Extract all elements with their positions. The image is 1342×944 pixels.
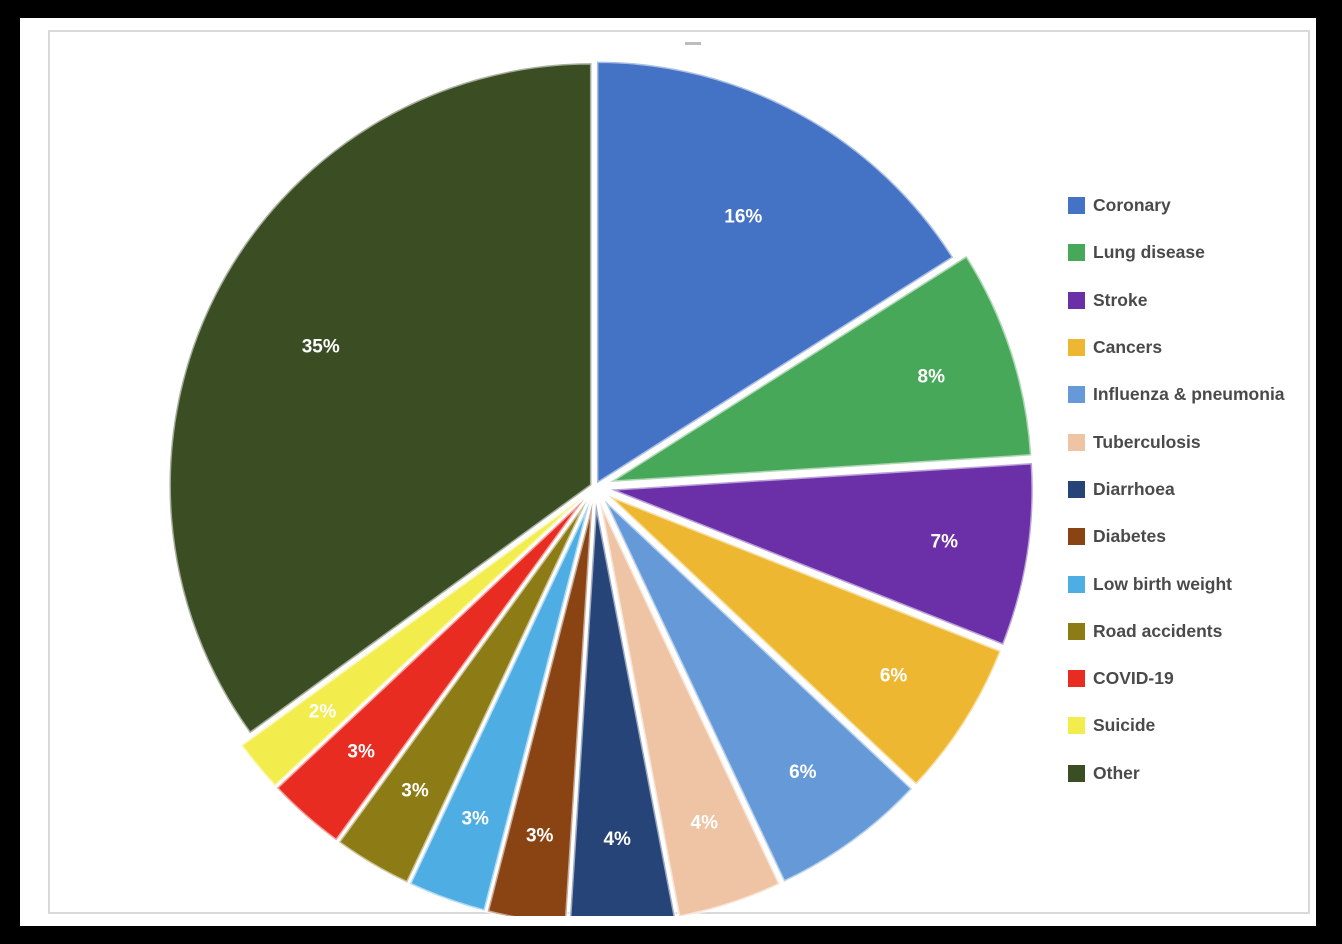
pie-slice-data-label: 6% — [880, 665, 908, 686]
legend-item[interactable]: Suicide — [1068, 702, 1338, 749]
legend-item-label: Diarrhoea — [1093, 478, 1175, 499]
pie-slice[interactable] — [607, 494, 1003, 787]
pie-slice[interactable] — [485, 502, 594, 916]
legend-item-label: Cancers — [1093, 337, 1163, 358]
pie-slice-data-label: 16% — [724, 206, 762, 227]
legend-item-label: Other — [1093, 762, 1140, 783]
legend-item-label: Influenza & pneumonia — [1093, 384, 1285, 405]
legend-item-label: Diabetes — [1093, 526, 1166, 547]
pie-slice-data-label: 35% — [302, 336, 340, 357]
legend-color-swatch-icon — [1068, 291, 1085, 309]
legend-color-swatch-icon — [1068, 339, 1085, 357]
legend-item[interactable]: Other — [1068, 750, 1338, 797]
legend-item[interactable]: Coronary — [1068, 182, 1338, 229]
legend-item-label: Road accidents — [1093, 620, 1223, 641]
legend-color-swatch-icon — [1068, 670, 1085, 688]
legend-color-swatch-icon — [1068, 480, 1085, 498]
pie-slice-data-label: 3% — [526, 825, 554, 846]
legend-color-swatch-icon — [1068, 433, 1085, 451]
legend-item[interactable]: Road accidents — [1068, 608, 1338, 655]
selection-handle-top[interactable] — [685, 42, 701, 45]
pie-slice-data-label: 4% — [603, 829, 631, 850]
selection-handle-marker[interactable] — [1316, 876, 1322, 938]
legend-color-swatch-icon — [1068, 528, 1085, 546]
pie-slice[interactable] — [610, 461, 1035, 647]
legend-item-label: Coronary — [1093, 195, 1171, 216]
legend-item-label: Tuberculosis — [1093, 431, 1201, 452]
pie-slice-data-label: 3% — [347, 741, 375, 762]
pie-slice[interactable] — [274, 497, 586, 843]
pie-slice-data-label: 4% — [691, 812, 719, 833]
pie-slice[interactable] — [167, 61, 593, 736]
pie-slice-data-label: 8% — [918, 367, 946, 388]
legend-color-swatch-icon — [1068, 622, 1085, 640]
pie-slice[interactable] — [239, 495, 584, 789]
legend-item-label: COVID-19 — [1093, 668, 1174, 689]
chart-object-frame[interactable]: 16% 8% 7% 6% 6% 4% 4% 3% 3% 3% 3% 2% 35% Coronary Lun… — [48, 30, 1339, 925]
legend-item[interactable]: Cancers — [1068, 324, 1338, 371]
chart-legend[interactable]: Coronary Lung disease Stroke Cancers Influen… — [1068, 182, 1338, 797]
legend-item[interactable]: Diarrhoea — [1068, 466, 1338, 513]
pie-slice-data-label: 3% — [461, 809, 489, 830]
legend-item[interactable]: Influenza & pneumonia — [1068, 371, 1338, 418]
legend-item[interactable]: Diabetes — [1068, 513, 1338, 560]
pie-slice[interactable] — [609, 253, 1033, 484]
legend-item[interactable]: COVID-19 — [1068, 655, 1338, 702]
pie-slice[interactable] — [407, 501, 592, 913]
legend-item[interactable]: Tuberculosis — [1068, 418, 1338, 465]
pie-slice-data-label: 6% — [789, 762, 817, 783]
pie-slice[interactable] — [598, 501, 782, 916]
pie-chart-plot-area[interactable]: 16% 8% 7% 6% 6% 4% 4% 3% 3% 3% 3% 2% 35% — [50, 32, 1060, 940]
legend-item-label: Suicide — [1093, 715, 1156, 736]
pie-slice[interactable] — [568, 502, 677, 916]
legend-color-swatch-icon — [1068, 764, 1085, 782]
legend-item[interactable]: Lung disease — [1068, 229, 1338, 276]
pie-slice-data-label: 2% — [309, 701, 337, 722]
pie-slice-data-label: 3% — [401, 780, 429, 801]
legend-color-swatch-icon — [1068, 386, 1085, 404]
selection-handle-right[interactable] — [1336, 388, 1339, 398]
legend-item-label: Lung disease — [1093, 242, 1205, 263]
pie-chart-svg[interactable]: 16% 8% 7% 6% 6% 4% 4% 3% 3% 3% 3% 2% 35% — [50, 32, 1060, 916]
legend-item[interactable]: Stroke — [1068, 277, 1338, 324]
legend-color-swatch-icon — [1068, 244, 1085, 262]
legend-color-swatch-icon — [1068, 197, 1085, 215]
legend-item-label: Low birth weight — [1093, 573, 1233, 594]
legend-item[interactable]: Low birth weight — [1068, 560, 1338, 607]
pie-slice[interactable] — [595, 59, 956, 487]
document-page: 16% 8% 7% 6% 6% 4% 4% 3% 3% 3% 3% 2% 35% Coronary Lun… — [20, 18, 1339, 938]
pie-slice[interactable] — [603, 498, 915, 884]
legend-color-swatch-icon — [1068, 575, 1085, 593]
legend-item-label: Stroke — [1093, 289, 1148, 310]
pie-slice-data-label: 7% — [931, 531, 959, 552]
legend-color-swatch-icon — [1068, 717, 1085, 735]
pie-slice[interactable] — [336, 499, 589, 885]
